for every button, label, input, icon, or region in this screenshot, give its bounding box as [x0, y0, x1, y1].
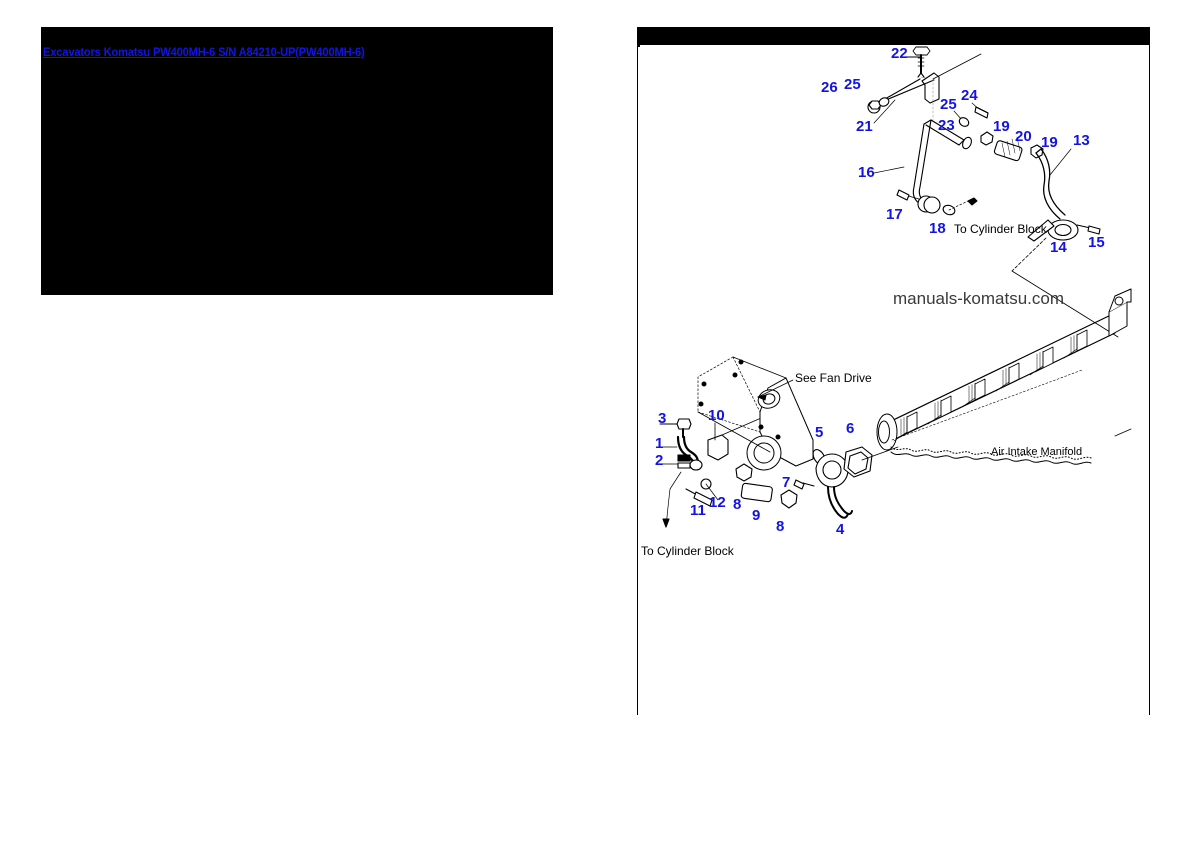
svg-text:12: 12: [709, 494, 726, 511]
svg-text:18: 18: [929, 220, 946, 237]
svg-text:5: 5: [815, 424, 823, 441]
svg-text:15: 15: [1088, 234, 1105, 251]
svg-text:21: 21: [856, 118, 873, 135]
svg-text:26: 26: [821, 79, 838, 96]
svg-text:9: 9: [752, 507, 760, 524]
svg-text:1: 1: [655, 435, 663, 452]
svg-text:manuals-komatsu.com: manuals-komatsu.com: [893, 289, 1064, 308]
svg-text:To Cylinder Block: To Cylinder Block: [641, 544, 735, 558]
svg-text:7: 7: [782, 474, 790, 491]
svg-text:10: 10: [708, 407, 725, 424]
svg-text:25: 25: [844, 76, 861, 93]
svg-text:23: 23: [938, 117, 955, 134]
svg-text:17: 17: [886, 206, 903, 223]
svg-text:24: 24: [961, 87, 978, 104]
svg-text:Air Intake Manifold: Air Intake Manifold: [991, 446, 1082, 458]
svg-text:16: 16: [858, 164, 875, 181]
svg-text:8: 8: [776, 518, 784, 535]
svg-text:13: 13: [1073, 132, 1090, 149]
svg-text:4: 4: [836, 521, 845, 538]
svg-text:20: 20: [1015, 128, 1032, 145]
svg-text:6: 6: [846, 420, 854, 437]
svg-text:19: 19: [1041, 134, 1058, 151]
svg-text:25: 25: [940, 96, 957, 113]
svg-text:22: 22: [891, 45, 908, 62]
svg-text:3: 3: [658, 410, 666, 427]
svg-text:To Cylinder Block: To Cylinder Block: [954, 222, 1048, 236]
svg-text:8: 8: [733, 496, 741, 513]
svg-text:11: 11: [690, 502, 706, 519]
svg-text:2: 2: [655, 452, 663, 469]
svg-text:19: 19: [993, 118, 1010, 135]
svg-text:See Fan Drive: See Fan Drive: [795, 371, 872, 385]
svg-text:14: 14: [1050, 239, 1067, 256]
